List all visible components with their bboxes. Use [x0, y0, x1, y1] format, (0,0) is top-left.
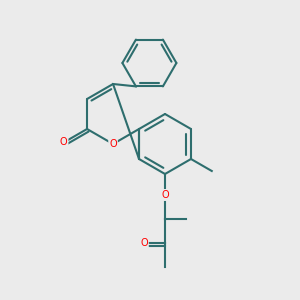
Text: O: O	[60, 137, 68, 148]
Text: O: O	[161, 190, 169, 200]
Text: O: O	[140, 238, 148, 248]
Text: O: O	[109, 139, 117, 149]
